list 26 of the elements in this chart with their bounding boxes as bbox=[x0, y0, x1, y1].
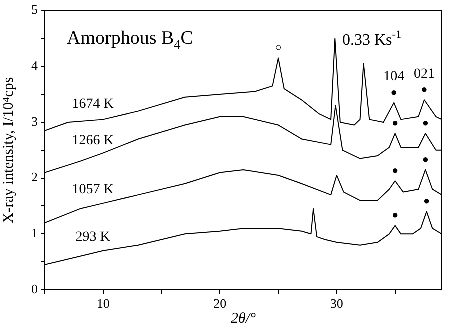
y-tick-label: 0 bbox=[32, 281, 38, 296]
series-label: 1266 K bbox=[72, 134, 114, 149]
annotation: ● bbox=[422, 118, 429, 130]
y-tick-label: 4 bbox=[32, 58, 38, 74]
annotation: ○ bbox=[275, 42, 282, 54]
y-tick-label: 2 bbox=[32, 170, 38, 185]
series-label: 1674 K bbox=[72, 97, 114, 112]
y-tick-label: 5 bbox=[32, 2, 38, 18]
x-tick-label: 20 bbox=[214, 296, 227, 312]
annotation: ● bbox=[421, 84, 428, 96]
annotation: ● bbox=[422, 154, 429, 166]
annotation: 104 bbox=[384, 70, 405, 85]
y-tick-label: 3 bbox=[32, 114, 38, 129]
series-label: 1057 K bbox=[72, 182, 114, 198]
x-tick-label: 30 bbox=[330, 296, 344, 312]
annotation: ● bbox=[392, 165, 399, 178]
y-axis-title: X-ray intensity, I/10⁴cps bbox=[0, 77, 17, 224]
annotation: ● bbox=[390, 86, 398, 99]
annotation: ● bbox=[424, 196, 430, 208]
x-axis-title: 2θ/° bbox=[230, 310, 256, 327]
x-tick-label: 10 bbox=[96, 296, 110, 312]
annotation: ● bbox=[392, 210, 399, 222]
y-tick-label: 1 bbox=[32, 226, 38, 241]
series-label: 293 K bbox=[76, 230, 110, 246]
annotation: ● bbox=[392, 118, 399, 130]
annotation: 021 bbox=[414, 66, 435, 82]
